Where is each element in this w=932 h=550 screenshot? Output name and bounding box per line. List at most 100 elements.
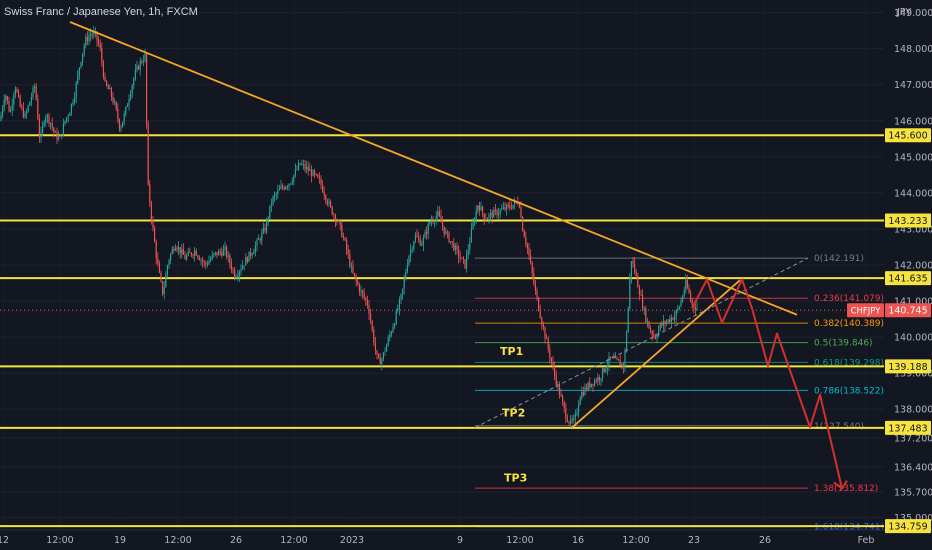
candle [203, 259, 205, 268]
candle [581, 386, 583, 401]
candle [6, 95, 8, 105]
candle [525, 231, 527, 248]
candle [474, 217, 476, 227]
candle [562, 393, 564, 406]
candle [34, 83, 36, 94]
candle [650, 325, 652, 334]
trendline [69, 21, 798, 316]
dashed-trendline [474, 257, 809, 429]
candle [587, 381, 589, 392]
candle [227, 250, 229, 263]
time-tick-label: 16 [572, 535, 584, 546]
candle [331, 205, 333, 216]
candle [461, 257, 463, 259]
candle [290, 183, 292, 186]
fib-level-label: 1(137.540) [814, 422, 864, 432]
candle [272, 195, 274, 207]
candle [411, 246, 413, 254]
candle [378, 352, 380, 359]
candle [296, 165, 298, 171]
candle [280, 179, 282, 190]
svg-text:137.483: 137.483 [888, 423, 927, 434]
candle [19, 94, 21, 108]
candle [326, 198, 328, 207]
candle [107, 83, 109, 90]
candle [62, 118, 64, 137]
candle [554, 361, 556, 381]
candle [418, 231, 420, 243]
candle [304, 159, 306, 173]
candle [483, 213, 485, 225]
level-price-tag: 134.759 [885, 519, 931, 534]
candle [437, 205, 439, 223]
candle [638, 284, 640, 301]
candle [341, 222, 343, 238]
candle [336, 218, 338, 226]
svg-text:140.745: 140.745 [888, 306, 927, 317]
candle [416, 229, 418, 238]
candle [77, 69, 79, 85]
candle [338, 219, 340, 223]
candle [658, 325, 660, 338]
candle [266, 217, 268, 235]
candle [632, 257, 634, 268]
candle [194, 247, 196, 262]
candle [37, 94, 39, 120]
candle [394, 322, 396, 329]
time-axis[interactable]: 12 12:00 19 12:00 26 12:00 2023 9 12:00 16 12:00 23… [0, 529, 932, 546]
candle [176, 245, 178, 253]
candle [466, 249, 468, 273]
candle [35, 83, 37, 101]
candle [72, 99, 74, 107]
trendlines [69, 21, 809, 429]
candle [480, 201, 482, 211]
candle [421, 240, 423, 247]
candle [677, 305, 679, 314]
candle [274, 191, 276, 202]
candle [150, 200, 152, 225]
candle [448, 231, 450, 244]
candle [115, 100, 117, 112]
candle [182, 243, 184, 256]
price-tick-label: 148.000 [894, 44, 932, 55]
candle [122, 121, 124, 128]
candle [320, 175, 322, 190]
candle [190, 252, 192, 258]
candle [600, 377, 602, 386]
candle [432, 216, 434, 225]
candle [534, 280, 536, 296]
candle [168, 258, 170, 269]
candle [11, 98, 13, 116]
candle [149, 180, 151, 207]
candle [45, 114, 47, 127]
candle [491, 209, 493, 224]
candle [566, 414, 568, 423]
fib-level-label: 1.38(135.812) [814, 484, 878, 494]
candle [669, 315, 671, 325]
candle [98, 36, 100, 47]
candle [91, 31, 93, 40]
candle [58, 130, 60, 141]
candle [358, 282, 360, 296]
horizontal-levels [0, 134, 884, 528]
candle [445, 227, 447, 236]
candle [645, 305, 647, 324]
candle [120, 124, 122, 132]
candle [405, 268, 407, 281]
level-price-tag: 145.600 [885, 128, 931, 143]
svg-text:139.188: 139.188 [888, 362, 927, 373]
candle [198, 255, 200, 261]
candle [454, 243, 456, 255]
candle [158, 260, 160, 274]
candle [443, 226, 445, 238]
candle [102, 59, 104, 80]
candle [82, 53, 84, 66]
candle [29, 101, 31, 106]
candle [67, 114, 69, 123]
candlestick-series [0, 26, 698, 428]
candle [256, 237, 258, 252]
price-tick-label: 141.000 [894, 297, 932, 308]
target-annotations: TP1 TP2 TP3 [500, 345, 527, 484]
candle [670, 314, 672, 328]
